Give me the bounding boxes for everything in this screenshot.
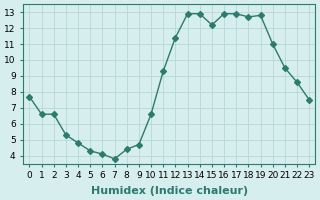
X-axis label: Humidex (Indice chaleur): Humidex (Indice chaleur): [91, 186, 248, 196]
